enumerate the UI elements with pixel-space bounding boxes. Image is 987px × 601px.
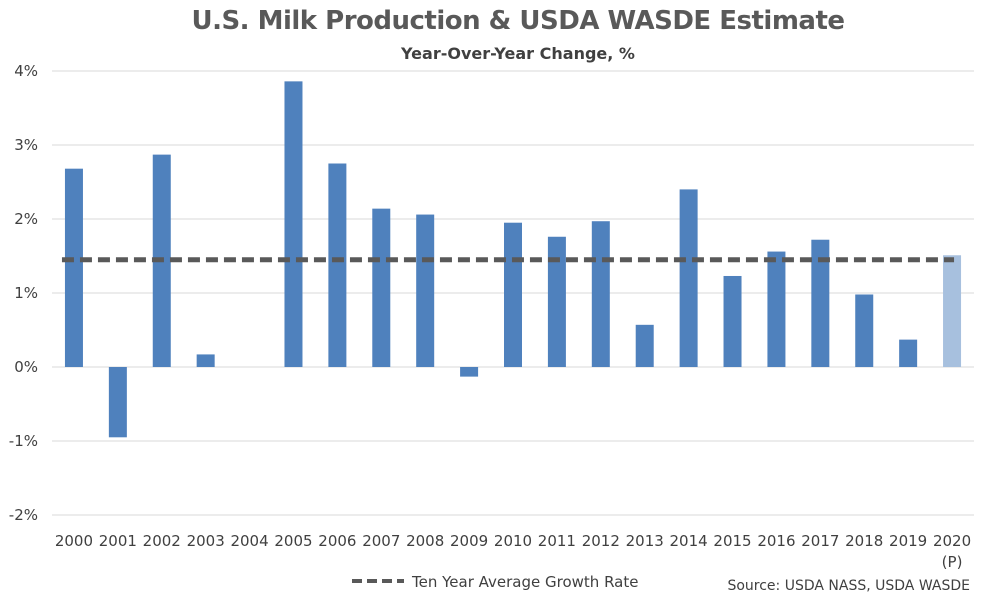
x-tick-label: 2004 xyxy=(230,532,268,550)
bar-2005 xyxy=(284,81,303,368)
x-tick-label: 2010 xyxy=(494,532,532,550)
legend: Ten Year Average Growth Rate xyxy=(352,573,638,591)
bar-2009 xyxy=(460,367,479,377)
bar-2000 xyxy=(64,168,83,367)
x-tick-label: 2017 xyxy=(801,532,839,550)
y-tick-label: 2% xyxy=(14,210,38,228)
bar-2019 xyxy=(899,339,918,367)
bar-2010 xyxy=(504,222,522,367)
bar-2013 xyxy=(635,324,654,367)
bar-2006 xyxy=(328,163,347,367)
x-tick-label: 2003 xyxy=(187,532,225,550)
x-tick-label: 2012 xyxy=(582,532,620,550)
x-tick-label: 2015 xyxy=(713,532,751,550)
bar-2018 xyxy=(855,294,874,367)
x-tick-label: 2008 xyxy=(406,532,444,550)
y-tick-label: 1% xyxy=(14,284,38,302)
bar-2001 xyxy=(108,367,127,438)
x-tick-label: 2007 xyxy=(362,532,400,550)
bar-2016 xyxy=(767,251,786,367)
bar-2015 xyxy=(723,275,742,367)
chart-subtitle: Year-Over-Year Change, % xyxy=(401,44,635,63)
x-tick-label: 2001 xyxy=(99,532,137,550)
x-tick-label: 2014 xyxy=(670,532,708,550)
y-axis-ticks: -2% -1% 0% 1% 2% 3% 4% xyxy=(9,62,38,524)
bar-2012 xyxy=(591,221,610,367)
bar-2011 xyxy=(547,236,566,367)
x-tick-label: 2013 xyxy=(626,532,664,550)
source-note: Source: USDA NASS, USDA WASDE xyxy=(727,578,970,594)
bar-2003 xyxy=(196,354,215,367)
y-tick-label: 0% xyxy=(14,358,38,376)
bar-2017 xyxy=(811,239,830,367)
x-tick-label: 2006 xyxy=(318,532,356,550)
x-tick-label: 2002 xyxy=(143,532,181,550)
x-tick-label: 2009 xyxy=(450,532,488,550)
x-tick-label: 2018 xyxy=(845,532,883,550)
legend-label: Ten Year Average Growth Rate xyxy=(411,573,638,591)
x-axis-ticks: 2000 2001 2002 2003 2004 2005 2006 2007 2008 2009… xyxy=(55,532,971,571)
y-tick-label: -1% xyxy=(9,432,38,450)
x-tick-label: 2020 xyxy=(933,532,971,550)
x-tick-sublabel: (P) xyxy=(942,553,963,571)
x-tick-label: 2000 xyxy=(55,532,93,550)
bars xyxy=(64,81,962,438)
x-tick-label: 2005 xyxy=(274,532,312,550)
y-tick-label: -2% xyxy=(9,506,38,524)
x-tick-label: 2019 xyxy=(889,532,927,550)
bar-2008 xyxy=(416,214,435,367)
y-tick-label: 4% xyxy=(14,62,38,80)
y-tick-label: 3% xyxy=(14,136,38,154)
bar-2007 xyxy=(372,208,391,367)
chart-title: U.S. Milk Production & USDA WASDE Estima… xyxy=(191,6,845,36)
x-tick-label: 2011 xyxy=(538,532,576,550)
bar-2014 xyxy=(679,189,698,367)
bar-2020 xyxy=(943,255,962,367)
x-tick-label: 2016 xyxy=(757,532,795,550)
